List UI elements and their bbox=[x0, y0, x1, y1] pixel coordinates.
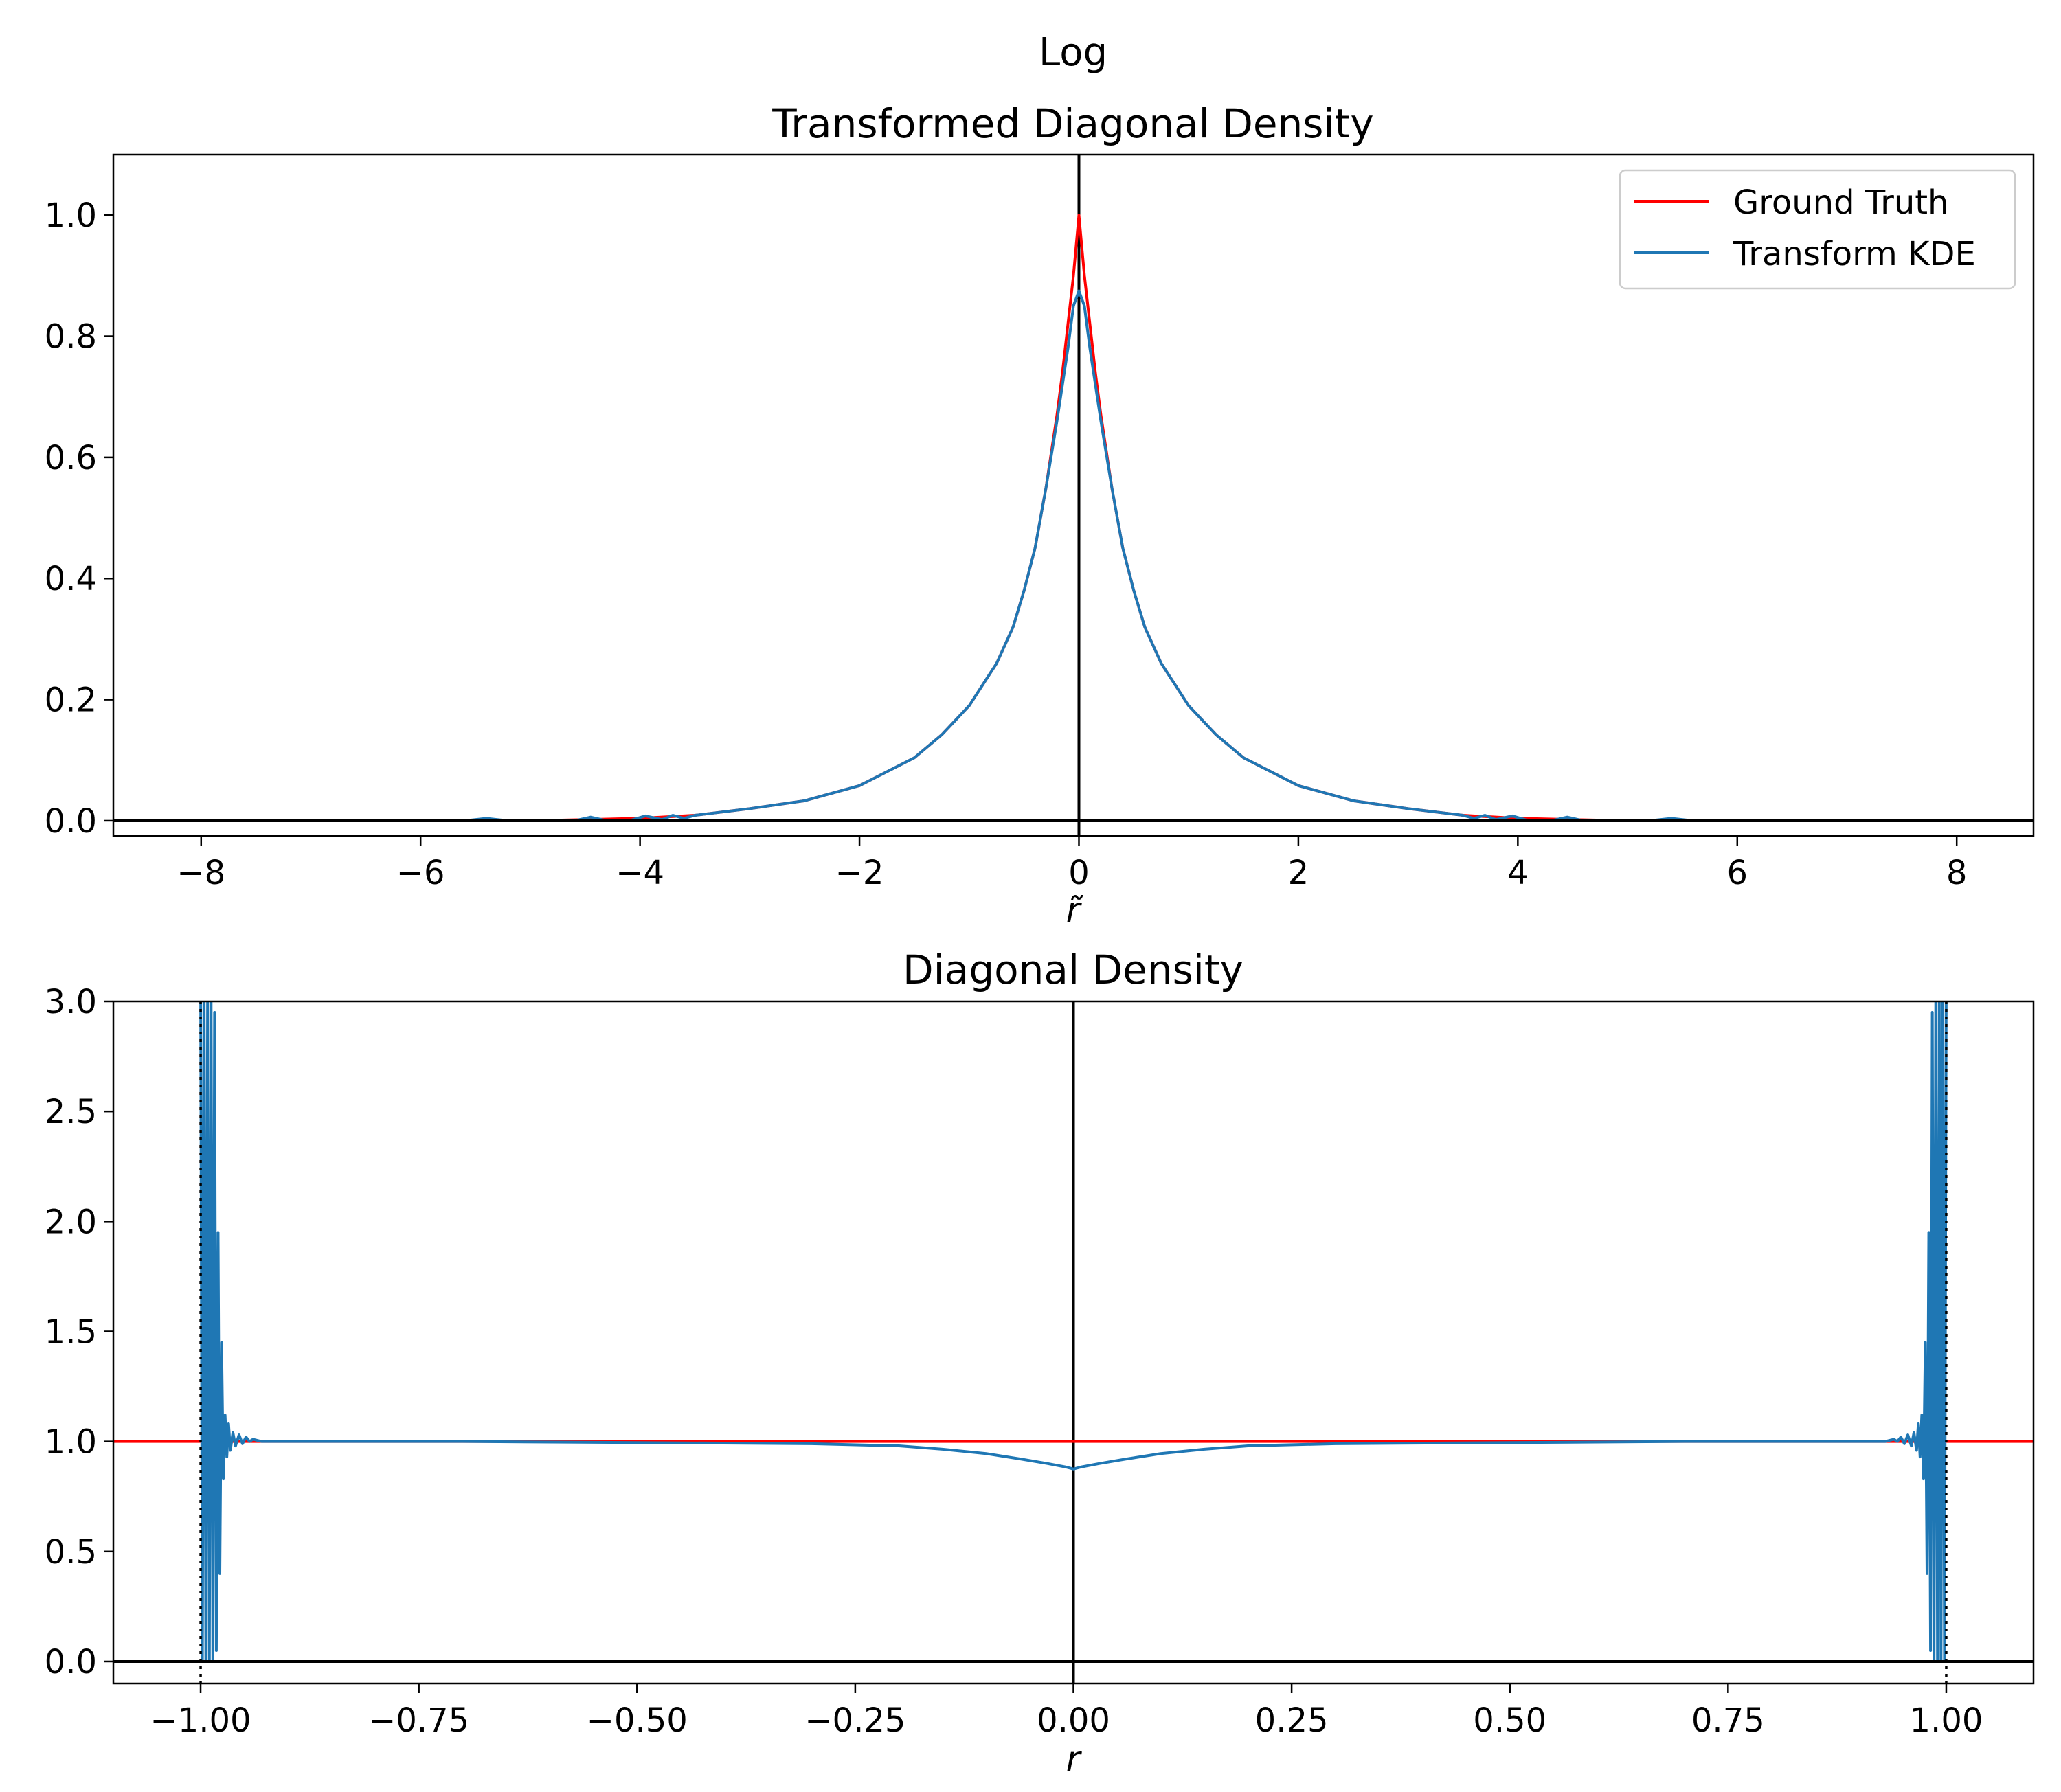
x-tick-label: −1.00 bbox=[150, 1701, 251, 1740]
x-tick-label: 0.25 bbox=[1255, 1701, 1329, 1740]
x-tick-label: −2 bbox=[835, 854, 884, 892]
bottom-subplot-ticks: −1.00 −0.75 −0.50 −0.25 0.00 0.25 0.50 0.75 1.00… bbox=[45, 983, 1983, 1740]
x-tick-label: 4 bbox=[1507, 854, 1529, 892]
y-tick-label: 3.0 bbox=[45, 983, 97, 1021]
series-line-transform-kde bbox=[199, 1001, 1948, 1663]
bottom-subplot: Diagonal Density −1.00 −0.75 −0.50 −0.25 0.0… bbox=[45, 946, 2035, 1779]
top-subplot-title: Transformed Diagonal Density bbox=[772, 100, 1373, 147]
x-tick-label: 0.75 bbox=[1691, 1701, 1765, 1740]
legend-label-ground-truth: Ground Truth bbox=[1733, 183, 1948, 222]
y-tick-label: 0.0 bbox=[45, 802, 97, 841]
x-tick-label: 1.00 bbox=[1910, 1701, 1983, 1740]
x-tick-label: 0.00 bbox=[1037, 1701, 1110, 1740]
top-subplot-marks bbox=[113, 155, 2034, 836]
figure-suptitle: Log bbox=[1039, 30, 1107, 75]
top-subplot-ticks: −8 −6 −4 −2 0 2 4 6 8 0.0 0.2 0.4 0.6 0.8 1.0 bbox=[45, 196, 1968, 892]
y-tick-label: 0.5 bbox=[45, 1533, 97, 1572]
bottom-subplot-title: Diagonal Density bbox=[903, 946, 1243, 993]
x-tick-label: 2 bbox=[1288, 854, 1309, 892]
y-tick-label: 1.0 bbox=[45, 1423, 97, 1462]
y-tick-label: 0.6 bbox=[45, 439, 97, 477]
y-tick-label: 0.0 bbox=[45, 1643, 97, 1681]
x-tick-label: 0 bbox=[1068, 854, 1090, 892]
y-tick-label: 0.8 bbox=[45, 318, 97, 356]
y-tick-label: 0.4 bbox=[45, 560, 97, 598]
y-tick-label: 1.5 bbox=[45, 1313, 97, 1351]
x-tick-label: −0.50 bbox=[587, 1701, 688, 1740]
x-tick-label: 8 bbox=[1946, 854, 1968, 892]
x-tick-label: −6 bbox=[396, 854, 445, 892]
y-tick-label: 1.0 bbox=[45, 196, 97, 235]
x-tick-label: 0.50 bbox=[1473, 1701, 1546, 1740]
x-tick-label: −0.75 bbox=[368, 1701, 469, 1740]
y-tick-label: 0.2 bbox=[45, 681, 97, 720]
series-line-transform-kde bbox=[201, 289, 1957, 822]
top-subplot: Transformed Diagonal Density −8 −6 −4 −2 0 2 4… bbox=[45, 100, 2035, 930]
legend-box bbox=[1619, 169, 2016, 290]
top-subplot-legend: Ground Truth Transform KDE bbox=[1619, 169, 2016, 290]
legend-label-transform-kde: Transform KDE bbox=[1733, 235, 1976, 273]
bottom-subplot-xlabel: r bbox=[1066, 1739, 1083, 1779]
y-tick-label: 2.0 bbox=[45, 1203, 97, 1241]
x-tick-label: −0.25 bbox=[804, 1701, 905, 1740]
y-tick-label: 2.5 bbox=[45, 1093, 97, 1131]
x-tick-label: −4 bbox=[616, 854, 664, 892]
bottom-subplot-marks bbox=[113, 1001, 2034, 1683]
x-tick-label: −8 bbox=[177, 854, 225, 892]
x-tick-label: 6 bbox=[1726, 854, 1748, 892]
top-subplot-frame bbox=[112, 153, 2035, 837]
